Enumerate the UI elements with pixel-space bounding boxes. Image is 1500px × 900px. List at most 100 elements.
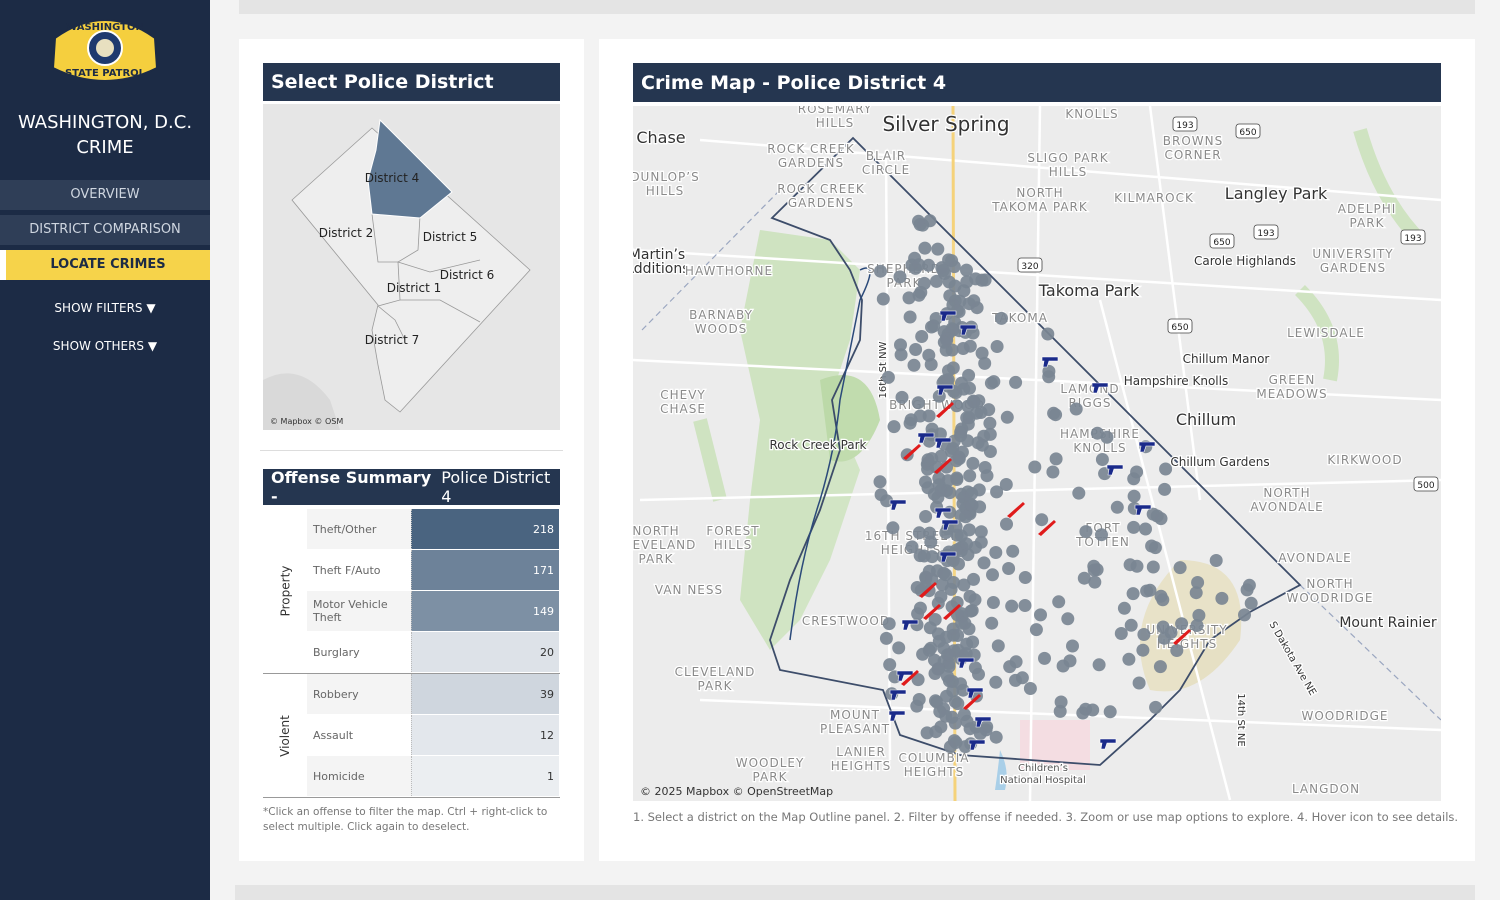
crime-dot[interactable] — [975, 273, 989, 287]
crime-dot[interactable] — [1090, 426, 1104, 440]
crime-dot[interactable] — [1029, 623, 1043, 637]
crime-dot[interactable] — [971, 436, 985, 450]
crime-dot[interactable] — [921, 453, 935, 467]
gun-icon[interactable] — [896, 670, 914, 682]
offense-name[interactable]: Assault — [307, 715, 411, 755]
crime-dot[interactable] — [928, 613, 942, 626]
crime-dot[interactable] — [913, 549, 927, 563]
crime-dot[interactable] — [986, 568, 999, 582]
crime-dot[interactable] — [1175, 617, 1189, 631]
knife-icon[interactable] — [923, 604, 941, 620]
knife-icon[interactable] — [1038, 520, 1056, 536]
crime-dot[interactable] — [883, 658, 897, 672]
crime-dot[interactable] — [965, 487, 979, 500]
crime-dot[interactable] — [1114, 627, 1128, 640]
gun-icon[interactable] — [889, 689, 907, 701]
crime-dot[interactable] — [1005, 599, 1019, 613]
crime-dot[interactable] — [1095, 453, 1109, 466]
crime-dot[interactable] — [1153, 660, 1167, 674]
crime-dot[interactable] — [1189, 586, 1203, 600]
crime-dot[interactable] — [956, 342, 970, 355]
crime-dot[interactable] — [960, 537, 973, 551]
crime-dot[interactable] — [951, 643, 965, 657]
crime-dot[interactable] — [983, 416, 997, 430]
district-selected[interactable] — [367, 118, 453, 219]
crime-dot[interactable] — [1035, 513, 1049, 527]
knife-icon[interactable] — [934, 458, 952, 474]
crime-dot[interactable] — [911, 673, 925, 687]
district-label[interactable]: District 1 — [387, 281, 442, 295]
crime-dot[interactable] — [918, 241, 932, 255]
crime-dot[interactable] — [1000, 517, 1013, 531]
gun-icon[interactable] — [934, 507, 952, 519]
crime-dot[interactable] — [1150, 509, 1164, 523]
crime-dot[interactable] — [923, 526, 937, 540]
crime-dot[interactable] — [911, 396, 925, 410]
crime-dot[interactable] — [1023, 682, 1037, 695]
crime-dot[interactable] — [1009, 655, 1023, 669]
crime-dot[interactable] — [1086, 703, 1100, 717]
crime-dot[interactable] — [999, 478, 1013, 491]
crime-dot[interactable] — [1130, 465, 1144, 479]
crime-dot[interactable] — [948, 279, 962, 293]
crime-dot[interactable] — [912, 288, 926, 302]
crime-dot[interactable] — [1240, 583, 1254, 597]
crime-dot[interactable] — [1158, 482, 1172, 496]
crime-dot[interactable] — [1127, 520, 1141, 534]
crime-dot[interactable] — [894, 348, 908, 362]
crime-dot[interactable] — [915, 330, 929, 343]
crime-dot[interactable] — [1244, 596, 1258, 610]
crime-dot[interactable] — [1000, 410, 1014, 424]
crime-dot[interactable] — [973, 727, 987, 741]
crime-dot[interactable] — [1192, 608, 1206, 622]
crime-dot[interactable] — [966, 635, 980, 649]
crime-dot[interactable] — [1046, 465, 1060, 479]
crime-dot[interactable] — [892, 641, 906, 655]
gun-icon[interactable] — [901, 619, 919, 631]
crime-dot[interactable] — [1145, 539, 1159, 553]
offense-name[interactable]: Homicide — [307, 756, 411, 796]
crime-dot[interactable] — [1123, 558, 1137, 572]
crime-dot[interactable] — [965, 498, 979, 512]
knife-icon[interactable] — [943, 604, 961, 620]
crime-dot[interactable] — [1215, 591, 1229, 605]
nav-item[interactable]: OVERVIEW — [0, 180, 210, 210]
crime-dot[interactable] — [944, 582, 958, 596]
crime-dot[interactable] — [934, 590, 948, 604]
crime-dot[interactable] — [968, 661, 982, 675]
crime-dot[interactable] — [913, 409, 927, 423]
crime-dot[interactable] — [934, 483, 948, 497]
crime-dot[interactable] — [978, 356, 992, 370]
crime-dot[interactable] — [1092, 658, 1106, 672]
crime-dot[interactable] — [966, 326, 980, 340]
district-label[interactable]: District 7 — [365, 333, 420, 347]
crime-dot[interactable] — [1088, 575, 1102, 589]
crime-dot[interactable] — [986, 596, 1000, 609]
gun-icon[interactable] — [966, 687, 984, 699]
crime-dot[interactable] — [874, 488, 888, 502]
crime-dot[interactable] — [957, 578, 971, 592]
crime-dot[interactable] — [950, 399, 964, 413]
crime-dot[interactable] — [960, 275, 974, 289]
crime-dot[interactable] — [1018, 571, 1032, 584]
crime-dot[interactable] — [912, 258, 926, 272]
crime-dot[interactable] — [987, 375, 1001, 389]
crime-dot[interactable] — [903, 310, 917, 324]
crime-dot[interactable] — [942, 659, 956, 673]
crime-dot[interactable] — [951, 697, 965, 711]
crime-dot[interactable] — [895, 390, 909, 404]
district-label[interactable]: District 5 — [423, 230, 478, 244]
gun-icon[interactable] — [1106, 464, 1124, 476]
crime-dot[interactable] — [1076, 706, 1090, 720]
crime-dot[interactable] — [929, 725, 943, 739]
offense-name[interactable]: Motor Vehicle Theft — [307, 591, 411, 631]
crime-dot[interactable] — [912, 214, 925, 228]
district-label[interactable]: District 4 — [365, 171, 420, 185]
nav-item[interactable]: DISTRICT COMPARISON — [0, 215, 210, 245]
crime-dot[interactable] — [879, 631, 893, 645]
offense-count[interactable]: 12 — [411, 715, 559, 755]
crime-dot[interactable] — [1041, 327, 1055, 341]
offense-count[interactable]: 218 — [411, 509, 559, 549]
crime-dot[interactable] — [966, 394, 980, 408]
crime-dot[interactable] — [1132, 676, 1146, 690]
